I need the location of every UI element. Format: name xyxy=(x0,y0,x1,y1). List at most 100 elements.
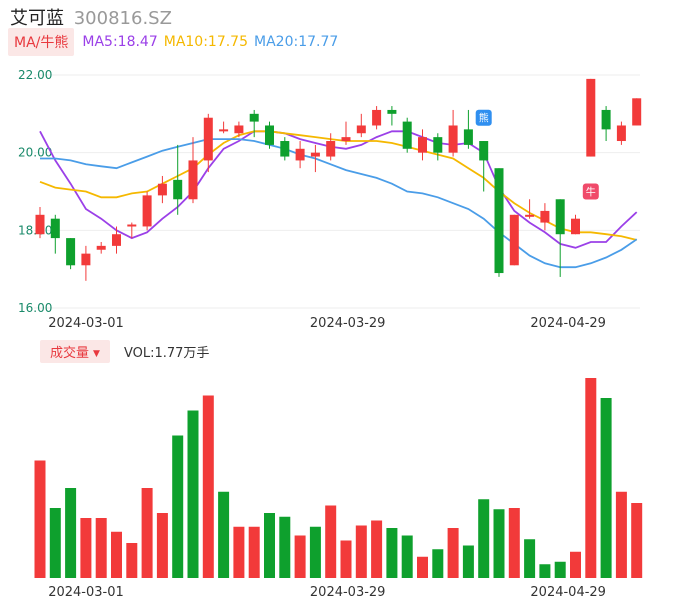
volume-bar[interactable] xyxy=(631,503,643,578)
candle[interactable] xyxy=(387,106,397,126)
candle[interactable] xyxy=(157,175,167,204)
candle-body xyxy=(50,218,60,239)
volume-bar[interactable] xyxy=(570,551,581,578)
candle[interactable] xyxy=(249,109,259,138)
bull-signal-icon[interactable]: 牛 xyxy=(582,183,599,200)
volume-bar[interactable] xyxy=(264,513,275,578)
candle[interactable] xyxy=(127,222,137,239)
volume-bar[interactable] xyxy=(340,540,352,579)
volume-bar[interactable] xyxy=(600,398,612,578)
candle-body xyxy=(280,141,290,157)
volume-bar[interactable] xyxy=(325,505,337,579)
candle[interactable] xyxy=(265,121,274,149)
bear-signal-icon[interactable]: 熊 xyxy=(475,109,492,126)
volume-bar[interactable] xyxy=(554,561,566,578)
volume-bar[interactable] xyxy=(478,499,490,578)
candle[interactable] xyxy=(433,133,443,161)
candle[interactable] xyxy=(479,141,489,192)
volume-bar[interactable] xyxy=(80,518,92,578)
volume-bar[interactable] xyxy=(447,528,459,578)
volume-bar[interactable] xyxy=(187,410,199,579)
candle[interactable] xyxy=(66,238,76,270)
candle[interactable] xyxy=(586,78,596,157)
volume-bar[interactable] xyxy=(218,491,230,578)
volume-bar[interactable] xyxy=(524,539,536,578)
volume-bar[interactable] xyxy=(417,556,428,578)
candle[interactable] xyxy=(509,214,519,266)
date-label: 2024-03-01 xyxy=(48,316,124,331)
candle[interactable] xyxy=(555,199,565,277)
candle-body xyxy=(571,218,580,235)
volume-bar[interactable] xyxy=(371,520,383,579)
volume-bar[interactable] xyxy=(508,508,520,578)
volume-bar[interactable] xyxy=(111,531,122,578)
volume-bar[interactable] xyxy=(172,435,184,579)
candle[interactable] xyxy=(142,191,152,231)
candle[interactable] xyxy=(35,207,45,239)
candle[interactable] xyxy=(601,106,611,142)
ma-legend: MA/牛熊 MA5:18.47 MA10:17.75 MA20:17.77 xyxy=(8,28,344,56)
candle[interactable] xyxy=(234,121,244,138)
volume-bar[interactable] xyxy=(309,526,321,578)
volume-bar[interactable] xyxy=(615,491,627,578)
volume-bar[interactable] xyxy=(539,564,551,578)
candle[interactable] xyxy=(632,98,642,126)
candle[interactable] xyxy=(173,144,183,215)
candle[interactable] xyxy=(525,199,535,219)
volume-bar[interactable] xyxy=(355,525,367,579)
volume-bar[interactable] xyxy=(141,488,153,578)
volume-bar[interactable] xyxy=(49,508,61,578)
ma10-line xyxy=(39,130,637,241)
volume-bar[interactable] xyxy=(432,549,444,578)
signal-markers: 熊牛 xyxy=(475,109,599,200)
candle[interactable] xyxy=(494,168,504,277)
candle-body xyxy=(632,98,642,126)
candle[interactable] xyxy=(81,245,91,281)
volume-bar[interactable] xyxy=(279,516,291,578)
volume-bar[interactable] xyxy=(95,518,107,578)
candle-body xyxy=(601,109,611,130)
candle[interactable] xyxy=(372,106,382,130)
price-tick-label: 16.00 xyxy=(18,301,52,315)
volume-bar[interactable] xyxy=(233,526,245,578)
candle-body xyxy=(463,129,473,145)
stock-code: 300816.SZ xyxy=(73,8,172,29)
volume-bar[interactable] xyxy=(462,545,474,579)
volume-bar[interactable] xyxy=(202,395,214,579)
candle-body xyxy=(234,125,244,134)
candle[interactable] xyxy=(448,109,458,157)
candle[interactable] xyxy=(341,121,351,145)
volume-bar[interactable] xyxy=(248,526,260,578)
candle[interactable] xyxy=(571,214,580,235)
candle[interactable] xyxy=(188,137,198,204)
candle[interactable] xyxy=(310,144,320,173)
ma-toggle-button[interactable]: MA/牛熊 xyxy=(8,28,75,56)
candle[interactable] xyxy=(418,129,427,161)
candle[interactable] xyxy=(50,214,60,254)
volume-bar[interactable] xyxy=(126,543,138,578)
candle[interactable] xyxy=(219,121,229,134)
volume-bar[interactable] xyxy=(156,513,168,578)
candle[interactable] xyxy=(616,121,626,145)
candle[interactable] xyxy=(203,113,213,173)
candle[interactable] xyxy=(540,203,550,231)
candle-body xyxy=(555,199,565,235)
candle[interactable] xyxy=(295,141,305,169)
volume-bar[interactable] xyxy=(401,535,413,579)
candle[interactable] xyxy=(326,133,336,161)
volume-indicator-dropdown[interactable]: 成交量 ▼ xyxy=(40,339,110,363)
candle[interactable] xyxy=(402,117,412,153)
candle[interactable] xyxy=(463,109,473,149)
candle[interactable] xyxy=(280,137,290,161)
volume-bar[interactable] xyxy=(294,535,306,579)
candle[interactable] xyxy=(96,241,106,254)
volume-bar[interactable] xyxy=(386,528,398,578)
candle[interactable] xyxy=(112,226,121,254)
volume-bar[interactable] xyxy=(65,488,77,578)
volume-bar[interactable] xyxy=(585,378,597,578)
candle-body xyxy=(219,129,229,132)
volume-bar[interactable] xyxy=(493,509,505,578)
volume-bar[interactable] xyxy=(34,460,46,579)
candle-body xyxy=(157,183,167,196)
candle[interactable] xyxy=(356,113,366,138)
